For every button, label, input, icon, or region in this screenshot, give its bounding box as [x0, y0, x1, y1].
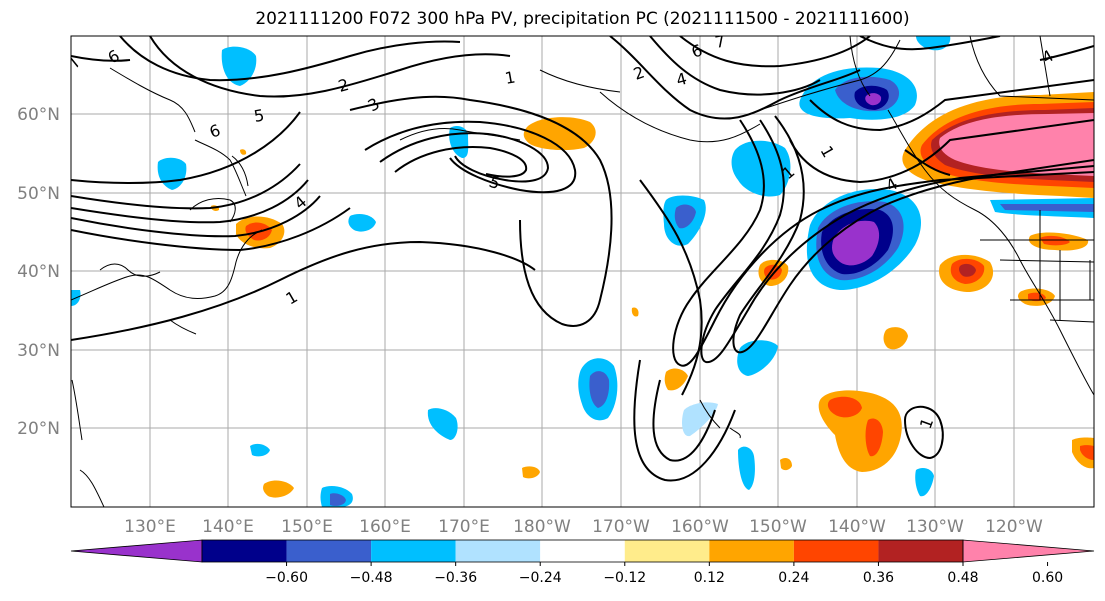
- lat-label: 40°N: [17, 262, 60, 282]
- lat-label: 30°N: [17, 341, 60, 361]
- colorbar: −0.60 −0.48 −0.36 −0.24 −0.12 0.12 0.24 0.36 0.4…: [70, 539, 1095, 586]
- lat-label: 20°N: [17, 419, 60, 439]
- colorbar-cell: [624, 540, 710, 562]
- lon-label: 160°E: [359, 517, 411, 537]
- lat-label: 60°N: [17, 105, 60, 125]
- colorbar-cell: [286, 540, 372, 562]
- lon-label: 130°E: [124, 517, 176, 537]
- precipitation-shading: [71, 36, 1094, 507]
- colorbar-extend-max: [962, 539, 1095, 563]
- colorbar-extend-min: [70, 539, 203, 563]
- pv-label: 5: [252, 105, 265, 125]
- longitude-labels: 130°E 140°E 150°E 160°E 170°E 180°W 170°…: [124, 517, 1043, 537]
- lon-label: 140°E: [202, 517, 254, 537]
- lon-label: 150°E: [281, 517, 333, 537]
- colorbar-tick-label: −0.24: [519, 570, 562, 586]
- map-frame: [70, 35, 1095, 508]
- colorbar-tick-label: −0.60: [265, 570, 308, 586]
- figure-title: 2021111200 F072 300 hPa PV, precipitatio…: [255, 9, 910, 29]
- lon-label: 160°W: [671, 517, 729, 537]
- colorbar-tick-label: −0.36: [434, 570, 477, 586]
- colorbar-tick-label: 0.24: [778, 570, 809, 586]
- colorbar-tick-label: −0.48: [350, 570, 393, 586]
- colorbar-cell: [371, 540, 456, 562]
- colorbar-tick-label: −0.12: [603, 570, 646, 586]
- colorbar-cell: [540, 540, 625, 562]
- lon-label: 170°W: [592, 517, 650, 537]
- pv-label: 7: [713, 31, 726, 51]
- colorbar-cell: [878, 540, 963, 562]
- lon-label: 170°E: [438, 517, 490, 537]
- pv-contours: [71, 36, 1094, 482]
- latitude-labels: 60°N 50°N 40°N 30°N 20°N: [17, 105, 60, 439]
- pv-contour-labels: 1 2 3 4 5 6 7 1 2 4 5 6 1 4 7 6 4 1 1: [71, 31, 1057, 431]
- colorbar-tick-label: 0.48: [947, 570, 978, 586]
- lon-label: 130°W: [906, 517, 964, 537]
- colorbar-tick-label: 0.60: [1032, 570, 1063, 586]
- colorbar-tick-label: 0.36: [863, 570, 894, 586]
- pv-label: 2: [336, 75, 351, 96]
- lon-label: 140°W: [828, 517, 886, 537]
- pv-label: 1: [503, 67, 516, 87]
- lat-label: 50°N: [17, 184, 60, 204]
- colorbar-cell: [455, 540, 541, 562]
- lon-label: 180°W: [513, 517, 571, 537]
- colorbar-tick-label: 0.12: [694, 570, 725, 586]
- colorbar-cell: [709, 540, 794, 562]
- colorbar-cell: [202, 540, 287, 562]
- lon-label: 120°W: [985, 517, 1043, 537]
- pv-label: 4: [674, 69, 689, 90]
- coastlines: [71, 36, 1094, 507]
- lon-label: 150°W: [749, 517, 807, 537]
- colorbar-outline: [201, 539, 964, 563]
- colorbar-cell: [793, 540, 879, 562]
